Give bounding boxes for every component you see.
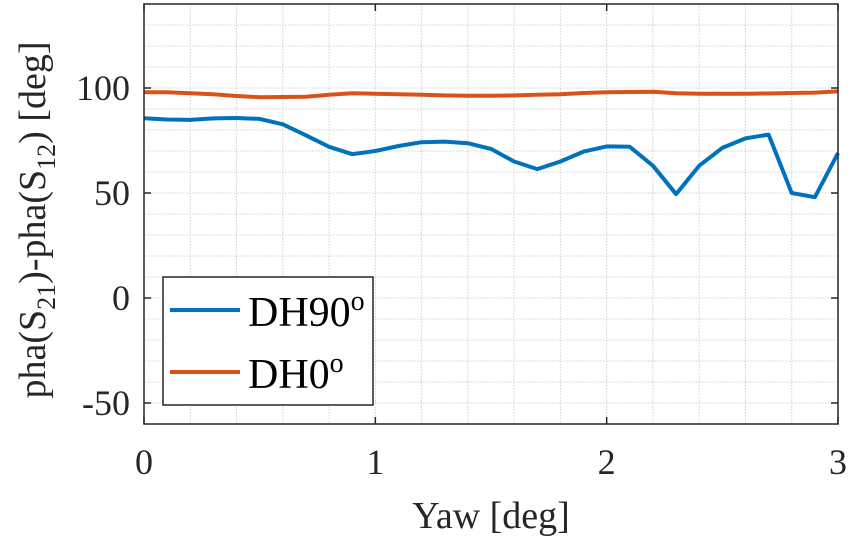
y-tick-labels: -50 0 50 100 xyxy=(76,68,130,423)
legend-label-dh90: DH90o xyxy=(248,286,365,336)
x-tick-label: 2 xyxy=(598,442,616,482)
x-tick-label: 0 xyxy=(135,442,153,482)
series-line-dh0 xyxy=(144,89,839,100)
axis-ticks xyxy=(143,4,839,424)
series-lines xyxy=(143,89,840,200)
axes-frame xyxy=(143,3,839,425)
y-tick-label: 100 xyxy=(76,68,130,108)
legend-box xyxy=(162,276,374,406)
y-tick-label: -50 xyxy=(82,383,130,423)
x-tick-label: 3 xyxy=(829,442,847,482)
x-tick-label: 1 xyxy=(366,442,384,482)
x-axis-label: Yaw [deg] xyxy=(412,495,570,537)
series-line-dh90 xyxy=(143,116,840,200)
legend: DH90o DH0o xyxy=(162,276,374,406)
y-tick-label: 0 xyxy=(112,278,130,318)
legend-label-dh0: DH0o xyxy=(248,348,344,398)
y-tick-label: 50 xyxy=(94,173,130,213)
x-tick-labels: 0 1 2 3 xyxy=(135,442,847,482)
y-axis-label: pha(S21)-pha(S12) [deg] xyxy=(12,42,61,399)
